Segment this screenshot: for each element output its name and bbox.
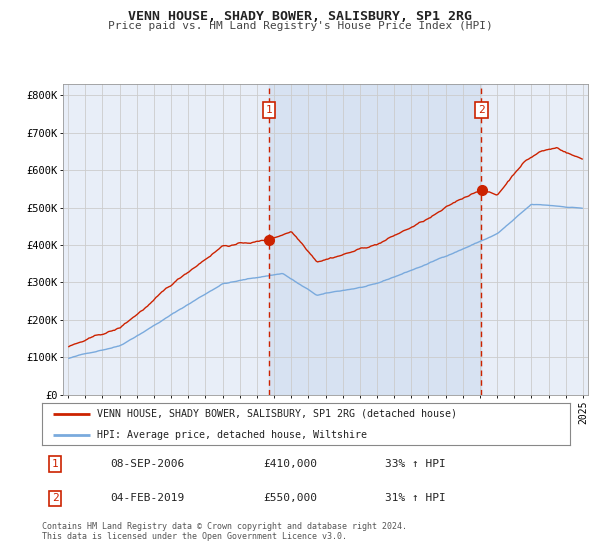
Text: Contains HM Land Registry data © Crown copyright and database right 2024.
This d: Contains HM Land Registry data © Crown c… [42,522,407,542]
Text: 08-SEP-2006: 08-SEP-2006 [110,459,185,469]
Text: 04-FEB-2019: 04-FEB-2019 [110,493,185,503]
Text: VENN HOUSE, SHADY BOWER, SALISBURY, SP1 2RG (detached house): VENN HOUSE, SHADY BOWER, SALISBURY, SP1 … [97,409,457,419]
Text: £410,000: £410,000 [264,459,318,469]
Text: £550,000: £550,000 [264,493,318,503]
Text: 31% ↑ HPI: 31% ↑ HPI [385,493,446,503]
Text: 1: 1 [265,105,272,115]
Text: 1: 1 [52,459,59,469]
Text: 2: 2 [52,493,59,503]
Text: 2: 2 [478,105,485,115]
Bar [269,84,481,395]
Text: VENN HOUSE, SHADY BOWER, SALISBURY, SP1 2RG: VENN HOUSE, SHADY BOWER, SALISBURY, SP1 … [128,10,472,22]
Text: 33% ↑ HPI: 33% ↑ HPI [385,459,446,469]
Text: HPI: Average price, detached house, Wiltshire: HPI: Average price, detached house, Wilt… [97,430,367,440]
Text: Price paid vs. HM Land Registry's House Price Index (HPI): Price paid vs. HM Land Registry's House … [107,21,493,31]
